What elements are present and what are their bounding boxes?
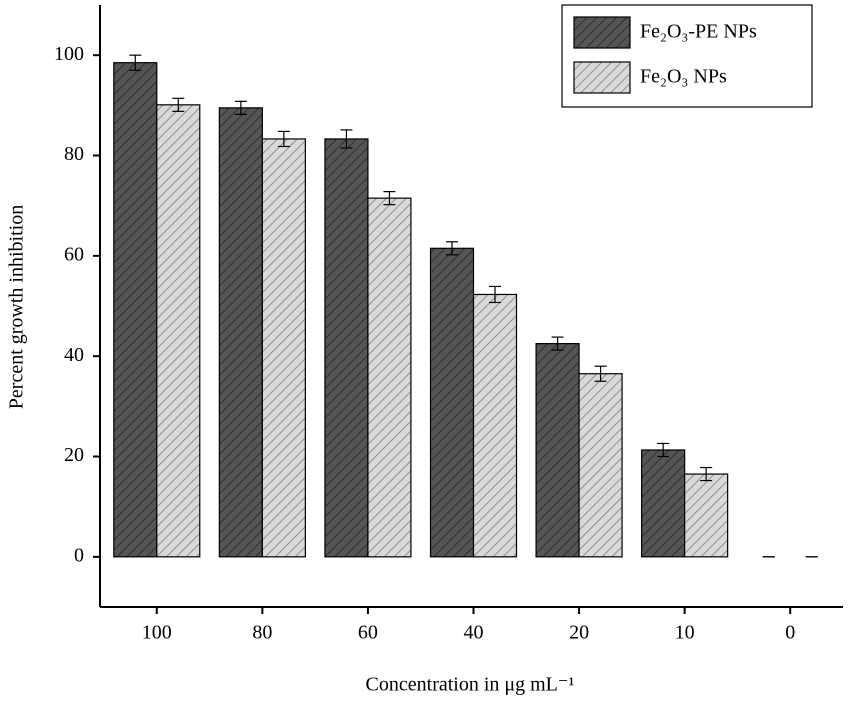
y-tick-label: 0 — [74, 544, 84, 566]
x-tick-label: 10 — [675, 622, 695, 644]
bar — [641, 449, 686, 558]
error-bar — [129, 54, 142, 71]
bar — [218, 107, 263, 558]
legend-swatch — [573, 61, 631, 94]
bar — [261, 138, 306, 558]
bar — [367, 197, 412, 558]
error-bar — [277, 130, 290, 148]
error-bar — [172, 97, 185, 112]
y-axis-label: Percent growth inhibition — [6, 205, 28, 409]
error-bar — [340, 129, 353, 149]
y-tick-label: 100 — [54, 43, 84, 65]
x-tick-label: 20 — [569, 622, 589, 644]
legend-swatch — [573, 16, 631, 49]
y-tick-label: 20 — [64, 444, 84, 466]
bar — [429, 247, 475, 558]
error-bar — [446, 241, 458, 256]
x-tick-label: 60 — [358, 622, 378, 644]
bar — [535, 343, 580, 558]
x-tick-label: 0 — [785, 622, 795, 644]
error-bar — [551, 336, 564, 351]
x-axis-label: Concentration in μg mL⁻¹ — [366, 674, 575, 696]
x-tick-label: 80 — [252, 622, 272, 644]
y-tick-label: 80 — [64, 143, 84, 165]
error-bar — [234, 100, 247, 115]
error-bar — [594, 365, 607, 382]
bar — [578, 373, 623, 558]
error-bar — [489, 285, 501, 304]
y-tick-label: 60 — [64, 243, 84, 265]
error-bar — [657, 442, 670, 458]
bar — [684, 473, 729, 558]
bar — [156, 104, 201, 558]
error-bar — [383, 191, 396, 206]
error-bar — [700, 466, 713, 482]
bar — [324, 138, 369, 558]
legend-label: Fe₂O₃ NPs — [640, 66, 727, 88]
x-tick-label: 40 — [464, 622, 484, 644]
x-tick-label: 100 — [142, 622, 172, 644]
bar — [472, 293, 518, 558]
y-tick-label: 40 — [64, 344, 84, 366]
bar — [113, 62, 158, 558]
legend-label: Fe₂O₃-PE NPs — [640, 21, 757, 43]
